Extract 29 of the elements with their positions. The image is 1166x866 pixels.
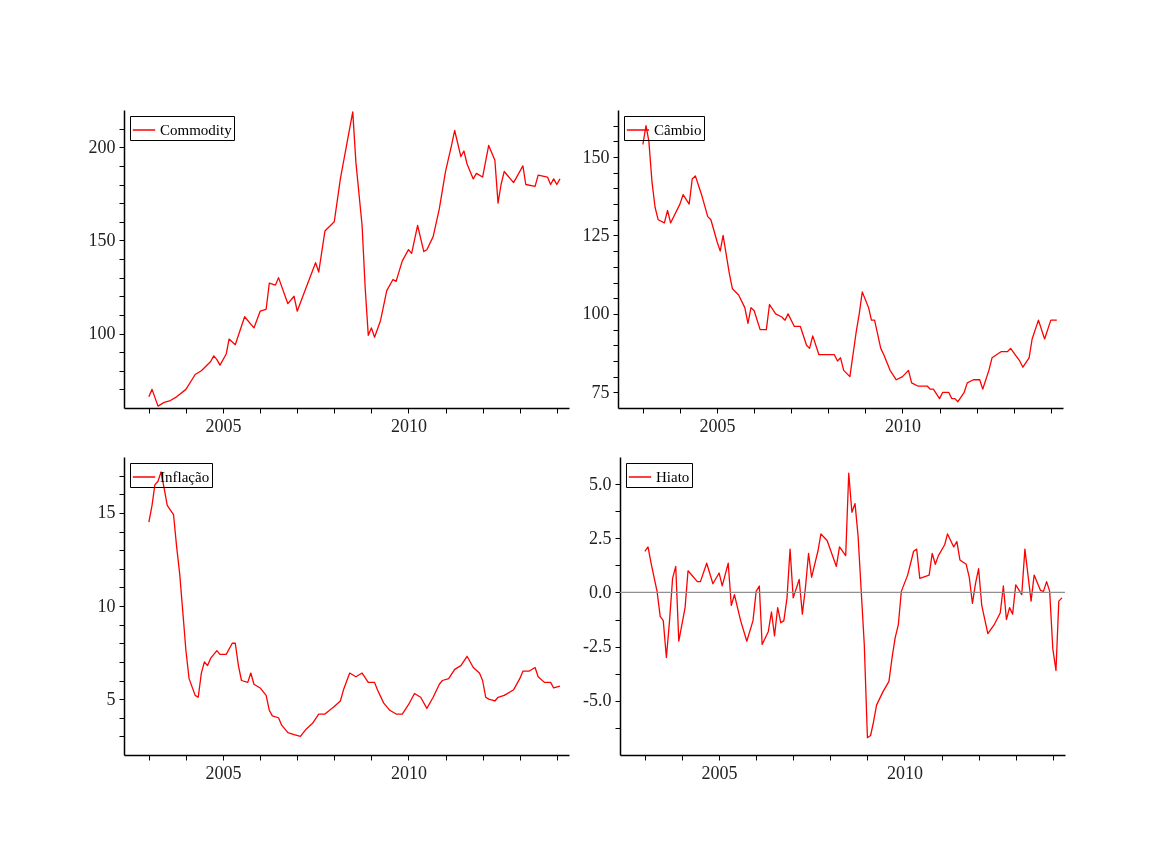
x-tick-label: 2005: [205, 762, 242, 783]
y-tick-label: 10: [97, 595, 116, 616]
y-tick-label: -5.0: [583, 690, 612, 711]
x-tick-label: 2005: [699, 415, 736, 436]
y-tick-label: 100: [88, 323, 116, 343]
x-tick-label: 2005: [701, 762, 738, 783]
y-tick-label: 200: [88, 136, 116, 157]
y-tick-label: 125: [582, 224, 610, 245]
y-tick-label: 100: [582, 303, 610, 324]
y-tick-label: 2.5: [589, 527, 612, 548]
y-tick-label: 150: [88, 229, 116, 250]
y-tick-label: 5: [106, 688, 116, 709]
line-series: [148, 471, 561, 738]
y-tick-label: -2.5: [583, 636, 612, 657]
y-tick-label: 75: [591, 381, 610, 402]
x-tick-label: 2010: [390, 762, 427, 783]
y-tick-label: 150: [582, 146, 610, 167]
y-tick-label: 15: [97, 502, 116, 523]
legend-label: Commodity: [160, 122, 233, 138]
x-tick-label: 2005: [205, 415, 242, 436]
y-tick-label: 5.0: [589, 473, 612, 494]
x-tick-label: 2010: [884, 415, 921, 436]
legend-label: Câmbio: [654, 122, 702, 138]
line-series: [148, 111, 561, 407]
y-tick-label: 0.0: [589, 581, 612, 602]
x-tick-label: 2010: [886, 762, 923, 783]
x-tick-label: 2010: [390, 415, 427, 436]
legend-label: Hiato: [656, 469, 690, 485]
line-series: [644, 472, 1063, 739]
